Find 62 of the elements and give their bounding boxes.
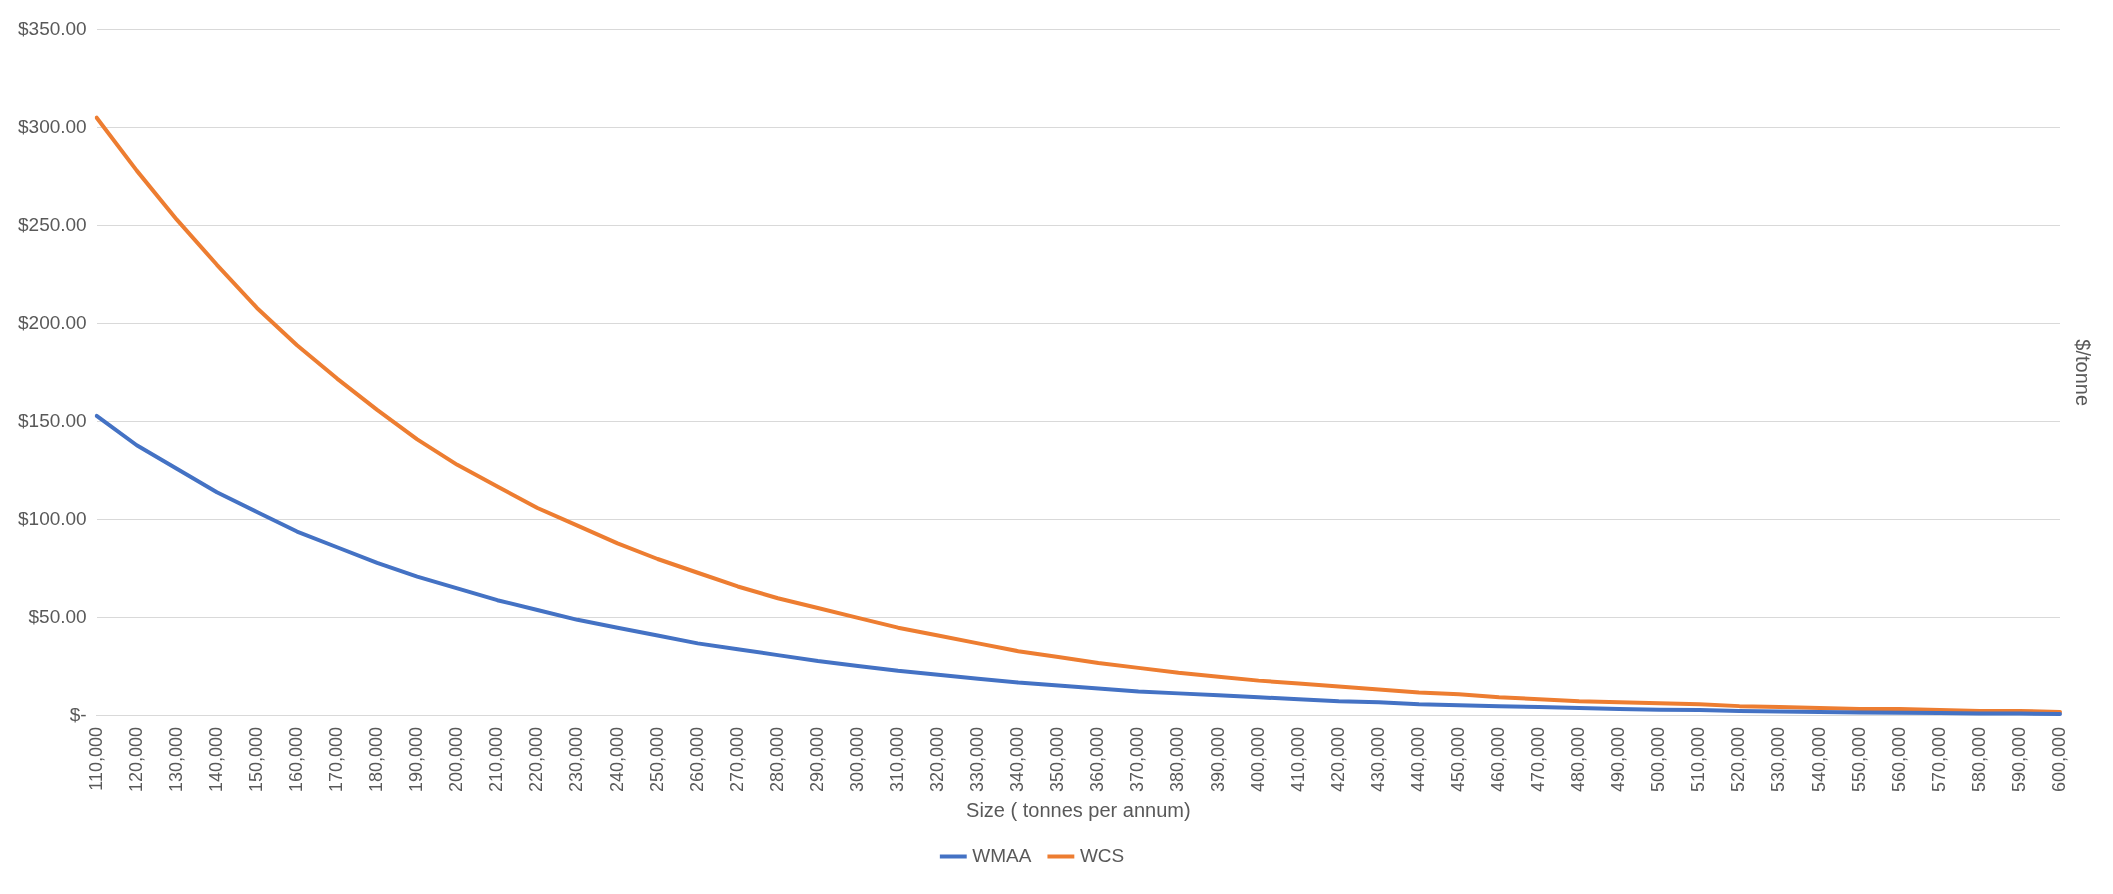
x-tick-label: 260,000 [686, 726, 707, 793]
y-tick-label: $100.00 [17, 508, 87, 530]
x-tick-label: 210,000 [486, 726, 507, 793]
y-tick-label: $200.00 [17, 311, 87, 333]
x-tick-label: 440,000 [1407, 726, 1428, 793]
x-tick-label: 200,000 [446, 726, 467, 793]
x-tick-label: 380,000 [1167, 726, 1188, 793]
x-tick-label: 240,000 [606, 726, 627, 793]
x-tick-label: 500,000 [1648, 726, 1669, 793]
x-tick-label: 390,000 [1207, 726, 1228, 793]
x-tick-label: 520,000 [1728, 726, 1749, 793]
x-tick-label: 320,000 [927, 726, 948, 793]
x-tick-label: 550,000 [1848, 726, 1869, 793]
x-tick-label: 370,000 [1127, 726, 1148, 793]
x-tick-label: 470,000 [1528, 726, 1549, 793]
x-tick-label: 580,000 [1968, 726, 1989, 793]
x-tick-label: 120,000 [125, 726, 146, 793]
x-tick-label: 430,000 [1367, 726, 1388, 793]
x-tick-label: 250,000 [646, 726, 667, 793]
x-tick-label: 330,000 [967, 726, 988, 793]
y-tick-label: $150.00 [17, 409, 87, 431]
legend-label: WMAA [972, 844, 1032, 866]
x-tick-label: 170,000 [326, 726, 347, 793]
x-tick-label: 590,000 [2008, 726, 2029, 793]
x-tick-label: 280,000 [766, 726, 787, 793]
x-tick-label: 450,000 [1447, 726, 1468, 793]
x-tick-label: 490,000 [1608, 726, 1629, 793]
x-tick-label: 410,000 [1287, 726, 1308, 793]
x-tick-label: 110,000 [85, 726, 106, 791]
legend-label: WCS [1079, 844, 1125, 866]
x-tick-label: 540,000 [1808, 726, 1829, 793]
x-tick-label: 420,000 [1327, 726, 1348, 793]
x-tick-label: 350,000 [1047, 726, 1068, 793]
x-tick-label: 140,000 [205, 726, 226, 793]
x-tick-label: 220,000 [526, 726, 547, 793]
x-tick-label: 150,000 [245, 726, 266, 793]
x-axis-title: Size ( tonnes per annum) [966, 798, 1191, 821]
y-tick-label: $- [69, 704, 87, 726]
x-tick-label: 600,000 [2048, 726, 2069, 793]
x-tick-label: 160,000 [285, 726, 306, 793]
x-tick-label: 530,000 [1768, 726, 1789, 793]
x-tick-label: 340,000 [1007, 726, 1028, 793]
x-tick-label: 130,000 [165, 726, 186, 793]
y-axis-title: $/tonne [2072, 339, 2095, 407]
x-tick-label: 460,000 [1488, 726, 1509, 793]
y-tick-label: $250.00 [17, 213, 87, 235]
x-tick-label: 270,000 [726, 726, 747, 793]
x-tick-label: 570,000 [1928, 726, 1949, 793]
x-tick-label: 300,000 [846, 726, 867, 793]
x-tick-label: 510,000 [1688, 726, 1709, 793]
x-tick-label: 310,000 [887, 726, 907, 793]
y-tick-label: $300.00 [17, 115, 87, 137]
x-tick-label: 480,000 [1568, 726, 1589, 793]
x-tick-label: 180,000 [366, 726, 387, 793]
y-tick-label: $350.00 [17, 17, 87, 39]
x-tick-label: 560,000 [1888, 726, 1909, 793]
x-tick-label: 230,000 [566, 726, 587, 793]
x-tick-label: 290,000 [806, 726, 827, 793]
y-tick-label: $50.00 [28, 606, 87, 628]
x-tick-label: 190,000 [406, 726, 427, 793]
x-tick-label: 400,000 [1247, 726, 1268, 793]
x-tick-label: 360,000 [1087, 726, 1108, 793]
